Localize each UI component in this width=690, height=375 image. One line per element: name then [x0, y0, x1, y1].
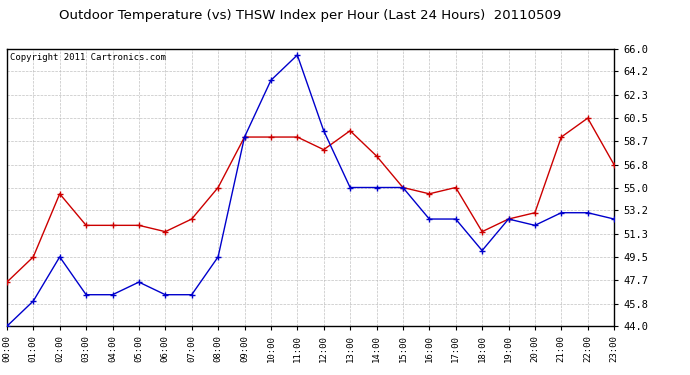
Text: Copyright 2011 Cartronics.com: Copyright 2011 Cartronics.com: [10, 53, 166, 62]
Text: Outdoor Temperature (vs) THSW Index per Hour (Last 24 Hours)  20110509: Outdoor Temperature (vs) THSW Index per …: [59, 9, 562, 22]
